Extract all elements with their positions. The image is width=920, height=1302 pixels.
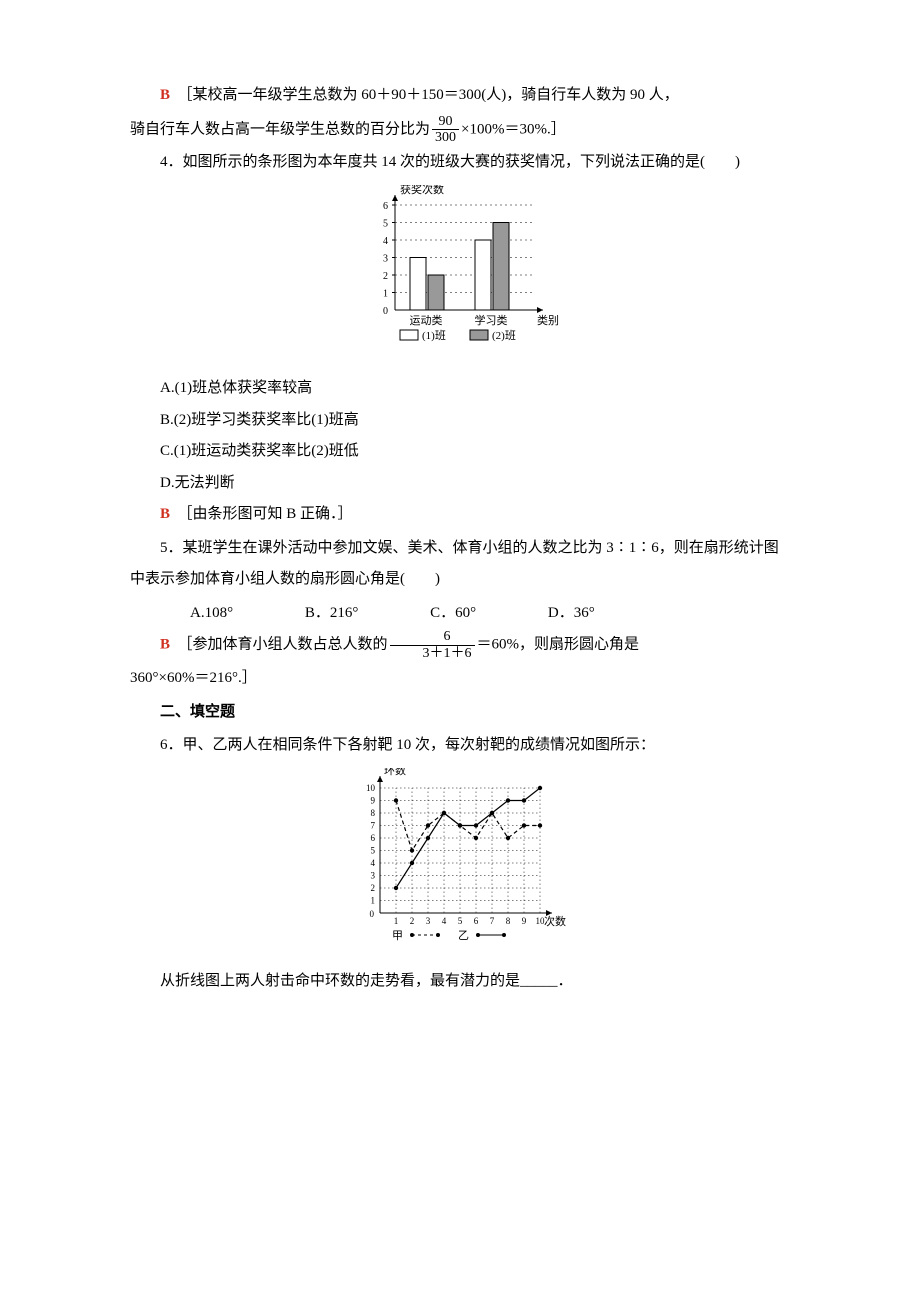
q5-options: A.108° B．216° C．60° D．36° xyxy=(130,598,790,630)
q5-answer-line2: 360°×60%＝216°.］ xyxy=(130,663,790,695)
q5-opt-A: A.108° xyxy=(160,598,233,630)
svg-text:7: 7 xyxy=(490,916,495,926)
svg-text:0: 0 xyxy=(383,306,388,317)
q6-line-chart: 12345678910012345678910环数次数甲乙 xyxy=(130,768,790,961)
svg-text:2: 2 xyxy=(371,883,376,893)
svg-text:9: 9 xyxy=(371,795,376,805)
q4-opt-A: A.(1)班总体获奖率较高 xyxy=(130,373,790,405)
fraction-90-300: 90300 xyxy=(432,114,459,146)
q5-answer-line1: B ［参加体育小组人数占总人数的63＋1＋6＝60%，则扇形圆心角是 xyxy=(130,629,790,661)
svg-text:3: 3 xyxy=(426,916,431,926)
q4-answer: B ［由条形图可知 B 正确．］ xyxy=(130,499,790,531)
svg-text:5: 5 xyxy=(458,916,463,926)
bar-chart-svg: 0 1 2 3 4 5 6 运动类 学习类 类别 获奖次数 (1)班 (2)班 xyxy=(360,185,560,355)
svg-text:3: 3 xyxy=(383,253,388,264)
svg-text:6: 6 xyxy=(474,916,479,926)
q4-answer-text: ［由条形图可知 B 正确．］ xyxy=(185,506,353,522)
svg-text:6: 6 xyxy=(383,201,388,212)
answer-3-text-b-prefix: 骑自行车人数占高一年级学生总数的百分比为 xyxy=(130,121,430,137)
q4-opt-D: D.无法判断 xyxy=(130,468,790,500)
svg-text:乙: 乙 xyxy=(458,929,469,942)
q5-opt-B: B．216° xyxy=(275,598,359,630)
svg-text:运动类: 运动类 xyxy=(410,313,443,327)
fraction-6-over-sum: 63＋1＋6 xyxy=(390,629,475,661)
svg-text:8: 8 xyxy=(506,916,511,926)
svg-text:7: 7 xyxy=(371,820,376,830)
svg-text:2: 2 xyxy=(383,271,388,282)
svg-text:获奖次数: 获奖次数 xyxy=(400,185,444,196)
svg-text:环数: 环数 xyxy=(384,768,406,777)
q4-prompt: 4．如图所示的条形图为本年度共 14 次的班级大赛的获奖情况，下列说法正确的是(… xyxy=(130,147,790,179)
q6-prompt: 6．甲、乙两人在相同条件下各射靶 10 次，每次射靶的成绩情况如图所示： xyxy=(130,730,790,762)
svg-text:5: 5 xyxy=(383,218,388,229)
svg-text:4: 4 xyxy=(383,236,388,247)
svg-text:1: 1 xyxy=(371,895,376,905)
svg-text:8: 8 xyxy=(371,808,376,818)
svg-text:10: 10 xyxy=(366,783,376,793)
q4-opt-B: B.(2)班学习类获奖率比(1)班高 xyxy=(130,405,790,437)
answer-3-line2: 骑自行车人数占高一年级学生总数的百分比为90300×100%＝30%.］ xyxy=(130,114,790,146)
svg-text:甲: 甲 xyxy=(392,930,403,942)
q5-ans-mid: ＝60%，则扇形圆心角是 xyxy=(477,637,640,653)
svg-text:0: 0 xyxy=(370,909,375,919)
q5-ans-prefix: ［参加体育小组人数占总人数的 xyxy=(185,637,388,653)
svg-text:3: 3 xyxy=(371,870,376,880)
svg-text:(2)班: (2)班 xyxy=(492,329,516,342)
svg-text:(1)班: (1)班 xyxy=(422,329,446,342)
svg-text:类别: 类别 xyxy=(537,313,559,327)
svg-text:2: 2 xyxy=(410,916,415,926)
svg-text:学习类: 学习类 xyxy=(475,313,508,327)
answer-3-text-a: ［某校高一年级学生总数为 60＋90＋150＝300(人)，骑自行车人数为 90… xyxy=(185,87,679,103)
q4-answer-letter: B xyxy=(160,506,170,522)
q5-answer-letter: B xyxy=(160,637,170,653)
q4-opt-C: C.(1)班运动类获奖率比(2)班低 xyxy=(130,436,790,468)
svg-text:1: 1 xyxy=(383,288,388,299)
q5-opt-D: D．36° xyxy=(518,598,595,630)
svg-text:4: 4 xyxy=(442,916,447,926)
q4-bar-chart: 0 1 2 3 4 5 6 运动类 学习类 类别 获奖次数 (1)班 (2)班 xyxy=(130,185,790,368)
svg-text:9: 9 xyxy=(522,916,527,926)
q5-opt-C: C．60° xyxy=(400,598,476,630)
answer-3-letter: B xyxy=(160,87,170,103)
svg-text:4: 4 xyxy=(371,858,376,868)
answer-3-text-b-suffix: ×100%＝30%.］ xyxy=(461,121,566,137)
answer-3-line1: B ［某校高一年级学生总数为 60＋90＋150＝300(人)，骑自行车人数为 … xyxy=(130,80,790,112)
svg-text:5: 5 xyxy=(371,845,376,855)
svg-text:次数: 次数 xyxy=(544,914,566,928)
svg-text:1: 1 xyxy=(394,916,399,926)
line-chart-svg: 12345678910012345678910环数次数甲乙 xyxy=(345,768,575,948)
svg-text:6: 6 xyxy=(371,833,376,843)
q5-prompt: 5．某班学生在课外活动中参加文娱、美术、体育小组的人数之比为 3∶1∶6，则在扇… xyxy=(130,533,790,596)
q6-after: 从折线图上两人射击命中环数的走势看，最有潜力的是_____． xyxy=(130,966,790,998)
section-2-heading: 二、填空题 xyxy=(130,697,790,729)
